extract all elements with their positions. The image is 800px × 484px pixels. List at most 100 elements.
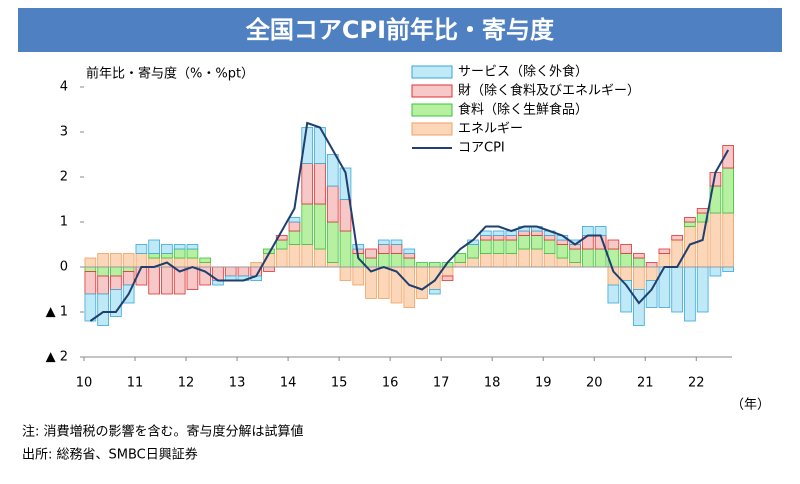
bar-segment bbox=[186, 266, 199, 290]
bar-segment bbox=[556, 239, 569, 245]
bar-segment bbox=[709, 212, 722, 268]
bar-segment bbox=[671, 235, 683, 241]
bar-segment bbox=[607, 239, 620, 250]
bar-segment bbox=[454, 253, 467, 263]
bar-segment bbox=[633, 257, 645, 268]
bar-segment bbox=[390, 244, 403, 254]
bar-segment bbox=[275, 239, 288, 250]
bar-segment bbox=[696, 221, 709, 268]
bar-segment bbox=[684, 217, 696, 223]
bar-segment bbox=[428, 289, 441, 295]
bar-segment bbox=[199, 262, 212, 268]
bar-segment bbox=[531, 248, 543, 268]
legend-swatch bbox=[411, 65, 453, 79]
bar-segment bbox=[314, 163, 326, 205]
bar-segment bbox=[377, 253, 390, 268]
x-tick-label: 17 bbox=[433, 376, 450, 391]
bar-segment bbox=[186, 257, 199, 268]
bar-segment bbox=[709, 266, 722, 277]
bar-segment bbox=[173, 257, 186, 268]
bar-segment bbox=[607, 284, 620, 304]
bar-segment bbox=[492, 230, 505, 236]
bar-segment bbox=[110, 275, 122, 290]
legend-swatch bbox=[411, 84, 453, 98]
bar-segment bbox=[518, 235, 530, 250]
bar-segment bbox=[543, 239, 556, 254]
bar-segment bbox=[135, 244, 148, 254]
chart-title: 全国コアCPI前年比・寄与度 bbox=[245, 16, 555, 44]
bar-segment bbox=[594, 226, 607, 236]
bar-segment bbox=[403, 253, 416, 259]
bar-segment bbox=[479, 239, 492, 254]
bar-segment bbox=[326, 221, 339, 263]
bar-segment bbox=[531, 235, 543, 250]
bar-segment bbox=[186, 244, 199, 250]
bar-segment bbox=[428, 262, 441, 268]
bar-segment bbox=[84, 271, 97, 295]
title-banner bbox=[18, 8, 782, 52]
x-tick-label: 11 bbox=[127, 376, 144, 391]
bar-segment bbox=[620, 280, 632, 313]
bar-segment bbox=[505, 239, 518, 254]
bar-segment bbox=[556, 244, 569, 259]
bar-segment bbox=[569, 262, 581, 268]
bar-segment bbox=[658, 248, 671, 254]
legend-swatch bbox=[411, 103, 453, 117]
bar-segment bbox=[582, 248, 594, 268]
bar-segment bbox=[314, 203, 326, 250]
bar-segment bbox=[288, 244, 301, 268]
bar-segment bbox=[479, 253, 492, 268]
bar-segment bbox=[467, 257, 479, 268]
note: 注: 消費増税の影響を含む。寄与度分解は試算値 bbox=[22, 424, 304, 440]
x-tick-label: 19 bbox=[535, 376, 552, 391]
bar-segment bbox=[339, 266, 352, 281]
bar-segment bbox=[288, 230, 301, 245]
bar-segment bbox=[428, 266, 441, 290]
bar-segment bbox=[467, 244, 479, 259]
bar-segment bbox=[594, 248, 607, 268]
x-tick-label: 12 bbox=[178, 376, 195, 391]
bar-segment bbox=[658, 253, 671, 268]
legend-label: 食料（除く生鮮食品） bbox=[458, 102, 588, 118]
y-tick-label: 2 bbox=[60, 170, 68, 185]
y-tick-label: 4 bbox=[60, 80, 68, 95]
x-tick-label: 20 bbox=[586, 376, 603, 391]
y-tick-label: 0 bbox=[60, 260, 68, 275]
bar-segment bbox=[454, 262, 467, 268]
x-tick-label: 21 bbox=[637, 376, 654, 391]
bar-segment bbox=[326, 154, 339, 187]
bar-segment bbox=[173, 248, 186, 259]
bar-segment bbox=[339, 167, 352, 200]
x-tick-label: 18 bbox=[484, 376, 501, 391]
bar-segment bbox=[696, 208, 709, 214]
bar-segment bbox=[620, 266, 632, 281]
y-tick-label: ▲ 1 bbox=[46, 305, 68, 320]
bar-segment bbox=[722, 145, 734, 169]
bar-segment bbox=[722, 167, 734, 214]
bar-segment bbox=[326, 185, 339, 223]
bar-segment bbox=[161, 266, 173, 295]
bar-segment bbox=[377, 239, 390, 245]
bar-segment bbox=[390, 239, 403, 245]
bar-segment bbox=[250, 262, 263, 268]
y-tick-label: ▲ 2 bbox=[46, 350, 68, 365]
bar-segment bbox=[97, 293, 109, 326]
bar-segment bbox=[275, 248, 288, 268]
bar-segment bbox=[684, 221, 696, 227]
bar-segment bbox=[671, 239, 683, 268]
legend-label: 財（除く食料及びエネルギー） bbox=[458, 83, 640, 99]
bar-segment bbox=[531, 230, 543, 236]
bar-segment bbox=[569, 248, 581, 263]
bar-segment bbox=[365, 248, 377, 259]
bar-segment bbox=[645, 266, 658, 281]
bar-segment bbox=[288, 221, 301, 232]
bar-segment bbox=[263, 266, 275, 272]
bar-segment bbox=[722, 266, 734, 272]
bar-segment bbox=[365, 257, 377, 268]
bar-segment bbox=[326, 262, 339, 268]
bar-segment bbox=[110, 266, 122, 277]
bar-segment bbox=[441, 275, 454, 281]
bar-segment bbox=[620, 244, 632, 254]
bar-segment bbox=[301, 244, 314, 268]
